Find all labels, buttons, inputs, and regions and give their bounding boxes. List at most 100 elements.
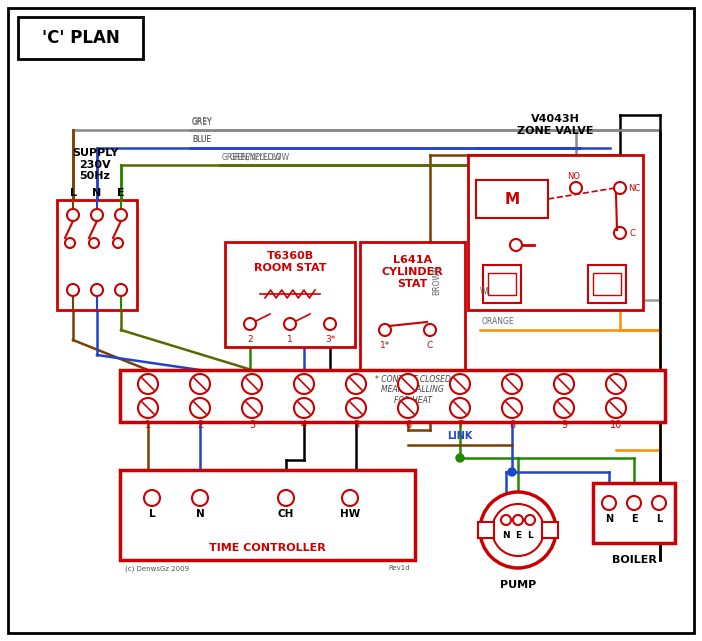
Text: C: C: [427, 341, 433, 350]
Text: BOILER: BOILER: [611, 555, 656, 565]
Circle shape: [379, 324, 391, 336]
Text: WHITE: WHITE: [480, 287, 505, 296]
Text: 8: 8: [509, 420, 515, 430]
Text: TIME CONTROLLER: TIME CONTROLLER: [209, 543, 326, 553]
Circle shape: [190, 398, 210, 418]
FancyBboxPatch shape: [18, 17, 143, 59]
FancyBboxPatch shape: [483, 265, 521, 303]
Circle shape: [192, 490, 208, 506]
Text: GREY: GREY: [192, 118, 213, 127]
Circle shape: [67, 209, 79, 221]
Circle shape: [627, 496, 641, 510]
FancyBboxPatch shape: [488, 273, 516, 295]
Text: 2: 2: [197, 420, 203, 430]
Text: 1: 1: [145, 420, 151, 430]
Text: CH: CH: [278, 509, 294, 519]
Text: 6: 6: [405, 420, 411, 430]
Text: C: C: [629, 228, 635, 238]
Circle shape: [508, 468, 516, 476]
Circle shape: [284, 318, 296, 330]
Text: Rev1d: Rev1d: [388, 565, 410, 571]
Circle shape: [502, 374, 522, 394]
Text: N: N: [196, 509, 204, 519]
Text: PUMP: PUMP: [500, 580, 536, 590]
Circle shape: [89, 238, 99, 248]
FancyBboxPatch shape: [593, 483, 675, 543]
Text: L641A
CYLINDER
STAT: L641A CYLINDER STAT: [382, 255, 444, 288]
Circle shape: [294, 398, 314, 418]
Circle shape: [190, 374, 210, 394]
Text: E: E: [515, 531, 521, 540]
Text: BLUE: BLUE: [192, 135, 211, 144]
FancyBboxPatch shape: [593, 273, 621, 295]
Circle shape: [324, 318, 336, 330]
Text: BLUE: BLUE: [192, 135, 211, 144]
FancyBboxPatch shape: [478, 522, 494, 538]
Circle shape: [513, 515, 523, 525]
Text: 5: 5: [353, 420, 359, 430]
Text: (c) DenwsGz 2009: (c) DenwsGz 2009: [125, 565, 189, 572]
Circle shape: [614, 182, 626, 194]
FancyBboxPatch shape: [542, 522, 558, 538]
Text: GREEN/YELLOW: GREEN/YELLOW: [222, 152, 282, 161]
FancyBboxPatch shape: [360, 242, 465, 372]
FancyBboxPatch shape: [225, 242, 355, 347]
Text: E: E: [117, 188, 125, 198]
FancyBboxPatch shape: [57, 200, 137, 310]
Text: 4: 4: [301, 420, 307, 430]
Text: NO: NO: [567, 172, 581, 181]
Circle shape: [570, 182, 582, 194]
Circle shape: [501, 515, 511, 525]
Circle shape: [91, 209, 103, 221]
Text: 'C' PLAN: 'C' PLAN: [42, 29, 120, 47]
Circle shape: [614, 227, 626, 239]
Circle shape: [278, 490, 294, 506]
Circle shape: [115, 209, 127, 221]
Text: ORANGE: ORANGE: [482, 317, 515, 326]
Text: 10: 10: [610, 420, 622, 430]
Circle shape: [652, 496, 666, 510]
Circle shape: [398, 398, 418, 418]
Text: V4043H
ZONE VALVE: V4043H ZONE VALVE: [517, 114, 594, 136]
Text: 1: 1: [287, 335, 293, 344]
FancyBboxPatch shape: [8, 8, 694, 633]
Text: 1*: 1*: [380, 341, 390, 350]
Text: 7: 7: [457, 420, 463, 430]
Circle shape: [502, 398, 522, 418]
Text: NC: NC: [628, 183, 640, 192]
Text: 2: 2: [247, 335, 253, 344]
Circle shape: [144, 490, 160, 506]
Text: L: L: [149, 509, 155, 519]
Text: L: L: [656, 514, 662, 524]
Text: 9: 9: [561, 420, 567, 430]
FancyBboxPatch shape: [588, 265, 626, 303]
Circle shape: [424, 324, 436, 336]
Circle shape: [294, 374, 314, 394]
Circle shape: [554, 374, 574, 394]
Circle shape: [115, 284, 127, 296]
Circle shape: [244, 318, 256, 330]
Circle shape: [138, 374, 158, 394]
Text: L: L: [69, 188, 77, 198]
Text: HW: HW: [340, 509, 360, 519]
Text: * CONTACT CLOSED
MEANS CALLING
FOR HEAT: * CONTACT CLOSED MEANS CALLING FOR HEAT: [375, 375, 451, 405]
Circle shape: [450, 398, 470, 418]
Text: T6360B
ROOM STAT: T6360B ROOM STAT: [253, 251, 326, 273]
Circle shape: [606, 374, 626, 394]
Text: 3*: 3*: [325, 335, 335, 344]
Circle shape: [346, 374, 366, 394]
Circle shape: [554, 398, 574, 418]
Circle shape: [242, 398, 262, 418]
FancyBboxPatch shape: [120, 370, 665, 422]
Circle shape: [65, 238, 75, 248]
Circle shape: [450, 374, 470, 394]
Circle shape: [138, 398, 158, 418]
Text: GREY: GREY: [192, 117, 213, 126]
Circle shape: [342, 490, 358, 506]
Text: E: E: [630, 514, 637, 524]
Text: L: L: [527, 531, 533, 540]
Text: 3: 3: [249, 420, 255, 430]
Circle shape: [510, 239, 522, 251]
Circle shape: [346, 398, 366, 418]
Text: N: N: [93, 188, 102, 198]
